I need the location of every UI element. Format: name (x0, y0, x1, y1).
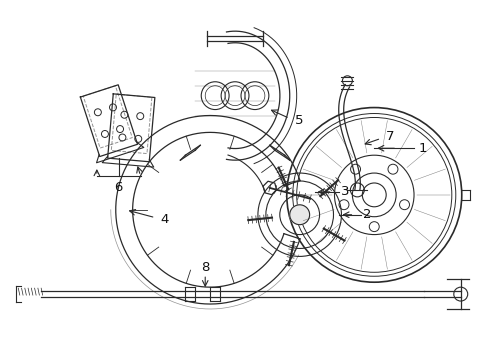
Text: 1: 1 (418, 142, 427, 155)
Text: 8: 8 (201, 261, 209, 274)
Circle shape (289, 205, 309, 225)
Text: 4: 4 (160, 213, 168, 226)
Text: 3: 3 (341, 185, 349, 198)
Text: 5: 5 (294, 114, 303, 127)
Text: 6: 6 (114, 181, 122, 194)
Text: 7: 7 (386, 130, 394, 143)
Text: 2: 2 (363, 208, 371, 221)
